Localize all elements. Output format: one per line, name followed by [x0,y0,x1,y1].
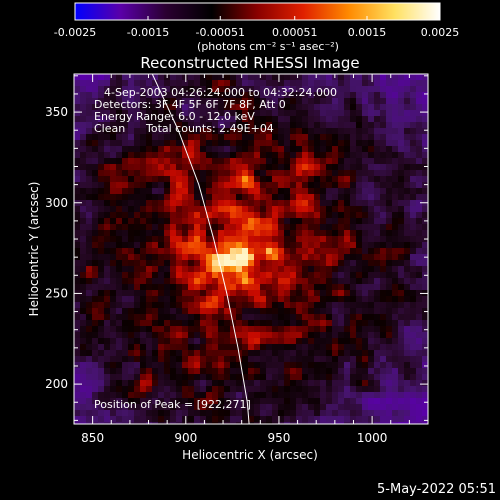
colorbar-tick-label: -0.0015 [127,26,169,39]
plot-frame [73,73,429,425]
colorbar-tick-label: -0.0025 [54,26,96,39]
y-axis-label: Heliocentric Y (arcsec) [27,182,41,317]
time-range: 4-Sep-2003 04:26:24.000 to 04:32:24.000 [104,86,337,99]
x-tick-label: 950 [267,431,290,445]
y-tick-label: 350 [45,105,68,119]
colorbar-gradient [74,2,441,21]
peak-position-label: Position of Peak = [922,271] [94,398,251,411]
colorbar-units: (photons cm⁻² s⁻¹ asec⁻²) [197,40,339,53]
y-tick-label: 300 [45,196,68,210]
info-block: 4-Sep-2003 04:26:24.000 to 04:32:24.000 … [94,86,337,135]
y-axis: 200 250 300 350 [45,75,428,421]
x-tick-label: 850 [81,431,104,445]
colorbar-tick-label: 0.0015 [348,26,387,39]
colorbar-tick-label: 0.0025 [421,26,460,39]
colorbar-ticks: -0.0025 -0.0015 -0.00051 0.00051 0.0015 0.002… [54,16,459,39]
timestamp: 5-May-2022 05:51 [377,482,496,497]
colorbar: -0.0025 -0.0015 -0.00051 0.00051 0.0015 0.002… [54,2,459,53]
x-tick-label: 1000 [357,431,388,445]
x-axis: 850 900 950 1000 [81,74,410,445]
colorbar-tick-label: 0.00051 [272,26,318,39]
y-tick-label: 200 [45,377,68,391]
total-counts: Total counts: 2.49E+04 [145,122,274,135]
plot-title: Reconstructed RHESSI Image [140,54,359,72]
y-tick-label: 250 [45,286,68,300]
energy-range: Energy Range: 6.0 - 12.0 keV [94,110,255,123]
heatmap-image [74,74,428,424]
x-axis-label: Heliocentric X (arcsec) [182,448,318,462]
method: Clean [94,122,125,135]
detectors: Detectors: 3F 4F 5F 6F 7F 8F, Att 0 [94,98,286,111]
colorbar-tick-label: -0.00051 [196,26,245,39]
x-tick-label: 900 [174,431,197,445]
solar-limb-curve [151,74,250,424]
